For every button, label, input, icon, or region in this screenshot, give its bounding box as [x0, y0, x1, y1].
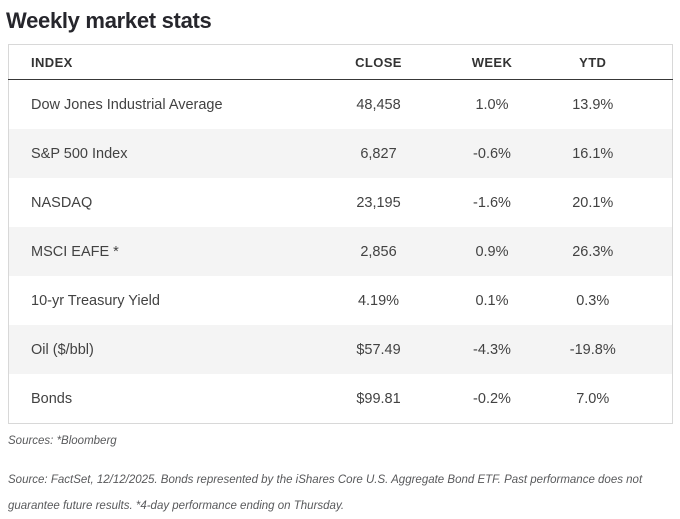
cell-ytd: 0.3%	[576, 292, 610, 309]
column-header-week: WEEK	[448, 44, 536, 80]
cell-index: S&P 500 Index	[8, 129, 309, 178]
table-row: MSCI EAFE * 2,856 0.9% 26.3%	[8, 227, 673, 276]
cell-ytd: 26.3%	[535, 227, 673, 276]
cell-ytd: 20.1%	[572, 194, 614, 211]
column-header-close: CLOSE	[308, 44, 449, 80]
header-row: INDEX CLOSE WEEK YTD	[8, 44, 673, 80]
cell-close: $99.81	[356, 390, 401, 407]
table-row: Bonds $99.81 -0.2% 7.0%	[9, 374, 673, 424]
cell-week: 1.0%	[475, 96, 509, 113]
cell-index: 10-yr Treasury Yield	[31, 292, 160, 309]
cell-close: 4.19%	[357, 292, 400, 309]
cell-ytd: 13.9%	[572, 96, 614, 113]
cell-index: Oil ($/bbl)	[8, 325, 309, 374]
footnote-sources: Sources: *Bloomberg	[8, 435, 117, 447]
cell-index: MSCI EAFE *	[8, 227, 309, 276]
cell-week: -0.2%	[473, 390, 511, 407]
table-row: Dow Jones Industrial Average 48,458 1.0%…	[9, 80, 673, 130]
table-row: S&P 500 Index 6,827 -0.6% 16.1%	[8, 129, 673, 178]
footnote-disclaimer: Source: FactSet, 12/12/2025. Bonds repre…	[8, 474, 643, 512]
table-row: 10-yr Treasury Yield 4.19% 0.1% 0.3%	[9, 276, 673, 325]
cell-ytd: -19.8%	[535, 325, 673, 374]
column-header-index: INDEX	[8, 44, 309, 80]
cell-close: 2,856	[308, 227, 449, 276]
page-title: Weekly market stats	[6, 8, 212, 33]
table-row: Oil ($/bbl) $57.49 -4.3% -19.8%	[8, 325, 673, 374]
table-row: NASDAQ 23,195 -1.6% 20.1%	[9, 178, 673, 227]
cell-ytd: 16.1%	[535, 129, 673, 178]
cell-index: Bonds	[31, 390, 73, 407]
market-stats-table: INDEX CLOSE WEEK YTD Dow Jones Industria…	[8, 44, 673, 424]
cell-close: 23,195	[356, 194, 401, 211]
table-header: INDEX CLOSE WEEK YTD	[8, 44, 673, 80]
cell-week: -1.6%	[473, 194, 511, 211]
cell-week: -4.3%	[448, 325, 536, 374]
cell-close: 6,827	[308, 129, 449, 178]
table-body: Dow Jones Industrial Average 48,458 1.0%…	[8, 80, 673, 424]
cell-ytd: 7.0%	[576, 390, 610, 407]
cell-week: -0.6%	[448, 129, 536, 178]
column-header-ytd: YTD	[535, 44, 673, 80]
cell-week: 0.1%	[475, 292, 509, 309]
cell-close: $57.49	[308, 325, 449, 374]
cell-week: 0.9%	[448, 227, 536, 276]
cell-index: Dow Jones Industrial Average	[31, 96, 223, 113]
cell-index: NASDAQ	[31, 194, 93, 211]
cell-close: 48,458	[356, 96, 401, 113]
